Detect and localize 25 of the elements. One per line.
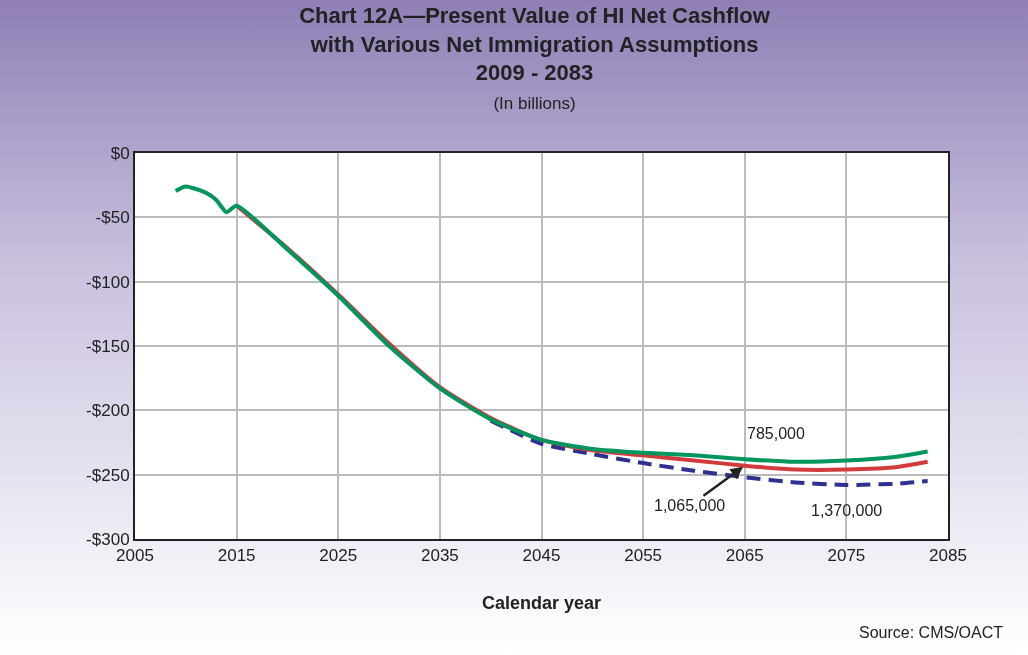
x-tick-label: 2035 <box>420 546 459 566</box>
source-note: Source: CMS/OACT <box>859 624 1004 641</box>
x-tick-label: 2025 <box>319 546 358 566</box>
y-tick-label: -$50 <box>95 208 130 228</box>
x-axis-title: Calendar year <box>481 593 602 613</box>
x-tick-label: 2005 <box>116 546 154 566</box>
series-label: 1,370,000 <box>811 502 883 519</box>
line-series <box>173 184 930 464</box>
y-tick-label: -$250 <box>86 465 130 485</box>
line-series <box>488 418 930 487</box>
y-tick-label: -$150 <box>86 336 130 356</box>
x-tick-label: 2055 <box>624 546 663 566</box>
y-tick-label: -$200 <box>86 401 130 421</box>
y-tick-label: -$100 <box>86 272 130 292</box>
x-tick-label: 2015 <box>217 546 256 566</box>
chart-subtitle: (In billions) <box>493 93 576 113</box>
chart-title: Chart 12A—Present Value of HI Net Cashflow with Various Net Immigration Assumptions 2009 - 2083 <box>299 2 771 86</box>
y-tick-label: -$300 <box>86 529 130 549</box>
text: 1,065,000 <box>654 497 726 514</box>
y-tick-label: $0 <box>110 143 130 163</box>
x-tick-label: 2065 <box>725 546 764 566</box>
x-tick-label: 2045 <box>522 546 561 566</box>
series-label: 785,000 <box>747 425 805 442</box>
x-tick-label: 2075 <box>827 546 866 566</box>
x-tick-label: 2085 <box>929 546 967 566</box>
